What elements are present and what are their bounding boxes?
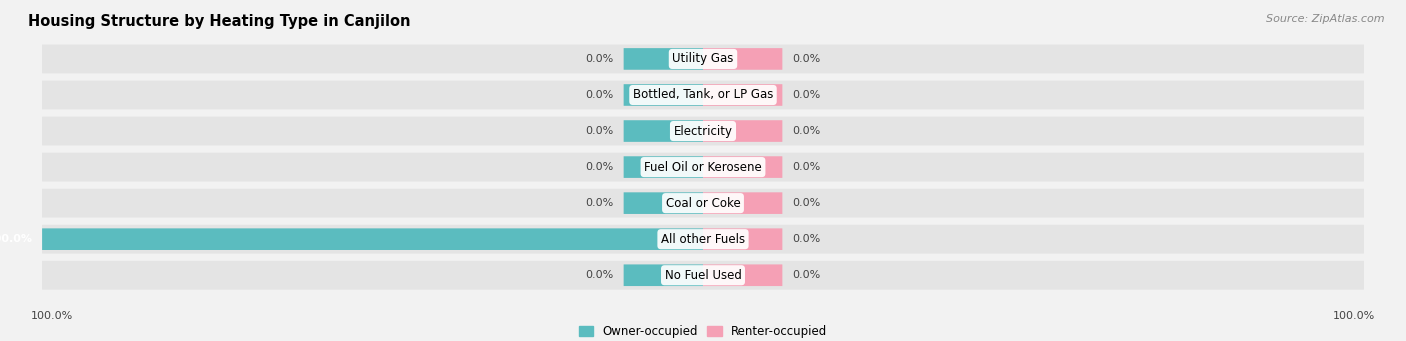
- FancyBboxPatch shape: [42, 228, 703, 250]
- FancyBboxPatch shape: [703, 156, 782, 178]
- Text: 0.0%: 0.0%: [792, 270, 821, 280]
- FancyBboxPatch shape: [624, 84, 703, 106]
- FancyBboxPatch shape: [42, 225, 1364, 254]
- Text: 100.0%: 100.0%: [0, 234, 32, 244]
- Text: 100.0%: 100.0%: [1333, 311, 1375, 321]
- Text: 0.0%: 0.0%: [585, 126, 614, 136]
- Text: Utility Gas: Utility Gas: [672, 53, 734, 65]
- FancyBboxPatch shape: [703, 84, 782, 106]
- FancyBboxPatch shape: [42, 189, 1364, 218]
- Text: No Fuel Used: No Fuel Used: [665, 269, 741, 282]
- Text: 0.0%: 0.0%: [792, 90, 821, 100]
- FancyBboxPatch shape: [703, 120, 782, 142]
- FancyBboxPatch shape: [42, 153, 1364, 181]
- Text: 0.0%: 0.0%: [585, 54, 614, 64]
- Text: Bottled, Tank, or LP Gas: Bottled, Tank, or LP Gas: [633, 89, 773, 102]
- Text: 0.0%: 0.0%: [585, 90, 614, 100]
- FancyBboxPatch shape: [42, 261, 1364, 290]
- Text: 0.0%: 0.0%: [792, 54, 821, 64]
- Text: All other Fuels: All other Fuels: [661, 233, 745, 246]
- Text: 0.0%: 0.0%: [792, 234, 821, 244]
- Text: Housing Structure by Heating Type in Canjilon: Housing Structure by Heating Type in Can…: [28, 14, 411, 29]
- FancyBboxPatch shape: [624, 156, 703, 178]
- FancyBboxPatch shape: [703, 192, 782, 214]
- Text: 0.0%: 0.0%: [585, 162, 614, 172]
- Text: Source: ZipAtlas.com: Source: ZipAtlas.com: [1267, 14, 1385, 24]
- Text: Electricity: Electricity: [673, 124, 733, 137]
- Legend: Owner-occupied, Renter-occupied: Owner-occupied, Renter-occupied: [574, 321, 832, 341]
- FancyBboxPatch shape: [42, 117, 1364, 146]
- Text: Fuel Oil or Kerosene: Fuel Oil or Kerosene: [644, 161, 762, 174]
- FancyBboxPatch shape: [703, 228, 782, 250]
- FancyBboxPatch shape: [703, 48, 782, 70]
- Text: 0.0%: 0.0%: [792, 198, 821, 208]
- FancyBboxPatch shape: [624, 192, 703, 214]
- FancyBboxPatch shape: [624, 264, 703, 286]
- FancyBboxPatch shape: [42, 45, 1364, 73]
- Text: Coal or Coke: Coal or Coke: [665, 197, 741, 210]
- Text: 0.0%: 0.0%: [792, 162, 821, 172]
- Text: 0.0%: 0.0%: [792, 126, 821, 136]
- Text: 100.0%: 100.0%: [31, 311, 73, 321]
- FancyBboxPatch shape: [624, 48, 703, 70]
- FancyBboxPatch shape: [624, 120, 703, 142]
- FancyBboxPatch shape: [42, 80, 1364, 109]
- Text: 0.0%: 0.0%: [585, 270, 614, 280]
- Text: 0.0%: 0.0%: [585, 198, 614, 208]
- FancyBboxPatch shape: [703, 264, 782, 286]
